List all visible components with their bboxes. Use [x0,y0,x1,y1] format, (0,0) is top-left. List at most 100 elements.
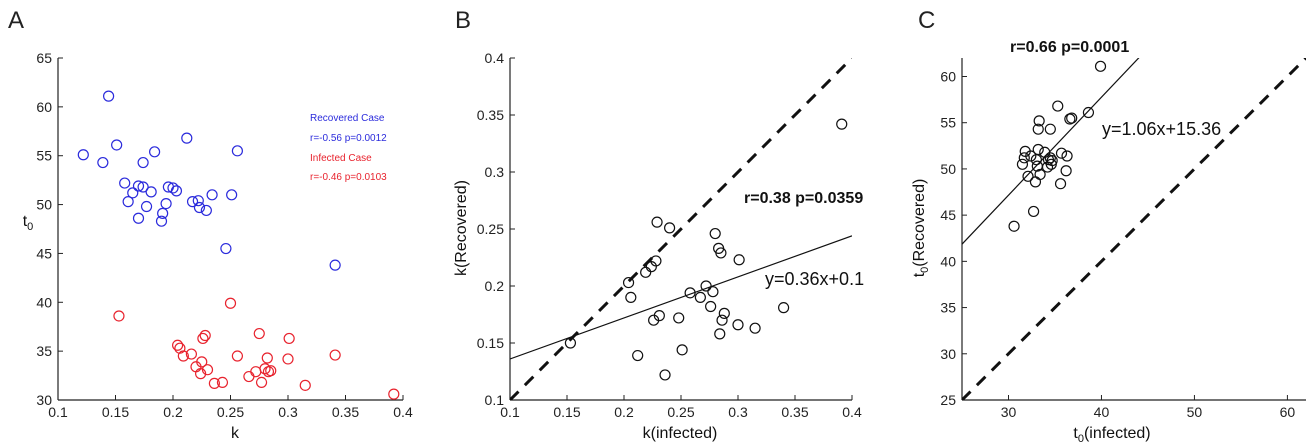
panel-a-point-recovered-case [97,156,109,169]
panel-a-point-infected-case [253,327,265,340]
panel-c-equation: y=1.06x+15.36 [1102,119,1221,139]
panel-c-point-points [1052,100,1064,112]
panel-c-x-tick-label: 40 [1094,404,1110,420]
panel-b-y-label: k(Recovered) [453,180,470,276]
panel-b-x-tick-label: 0.35 [781,404,808,420]
panel-c-point-points [1032,123,1044,135]
panel-a-point-infected-case [265,365,277,377]
panel-b-identity-line [510,58,852,400]
panel-b-equation: y=0.36x+0.1 [765,269,864,289]
panel-a-point-infected-case [299,379,311,391]
panel-c-y-tick-label: 35 [940,300,956,316]
panel-b: B 0.1 0.15 0.2 0.25 0.3 0.35 0.4 0.1 0.15 0.2 0.25… [453,7,864,442]
panel-a-x-tick-label: 0.3 [278,404,298,420]
panel-b-x-tick-label: 0.4 [842,404,862,420]
panel-c-stat: r=0.66 p=0.0001 [1010,39,1129,56]
panel-a-point-recovered-case [132,212,145,224]
panel-a-point-infected-case [196,356,208,368]
panel-b-x-tick-label: 0.1 [500,404,520,420]
panel-c-x-tick-label: 30 [1001,404,1017,420]
panel-b-x-label: k(infected) [643,425,718,442]
panel-c-y-tick-label: 50 [940,161,956,177]
panel-a-point-recovered-case [193,201,206,214]
panel-a-y-label-main: t [23,213,28,230]
panel-a-y-tick-label: 45 [36,245,52,261]
panel-c-point-points [1025,150,1037,162]
panel-c-y-tick-label: 45 [940,207,956,223]
panel-b-y-tick-label: 0.35 [477,107,504,123]
panel-b-y-tick-label: 0.1 [485,392,505,408]
panel-a-y-tick-label: 30 [36,392,52,408]
panel-b-point-points [707,286,719,298]
panel-c-y-label-sub: 0 [919,267,931,273]
panel-a-point-recovered-case [200,204,212,217]
panel-letter-a: A [8,7,24,34]
panel-c-point-points [1061,150,1073,162]
panel-b-y-tick-label: 0.25 [477,221,504,237]
panel-b-point-points [714,328,726,340]
panel-a-point-recovered-case [231,145,243,157]
panel-a-y-tick-label: 40 [36,294,52,310]
panel-a-y-tick-label: 35 [36,343,52,359]
panel-b-stat: r=0.38 p=0.0359 [744,190,863,207]
panel-b-x-tick-label: 0.3 [728,404,748,420]
panel-a-point-infected-case [255,376,268,389]
panel-b-point-points [650,255,662,267]
legend-recovered-name: Recovered Case [310,113,385,124]
panel-b-x-tick-label: 0.25 [667,404,694,420]
panel-a-point-recovered-case [186,196,199,208]
panel-c-axes: 30 40 50 60 25 30 35 40 45 50 55 60 [940,58,1306,420]
panel-a-point-infected-case [261,352,273,364]
panel-c-point-points [1094,60,1107,72]
panel-b-point-points [625,291,637,303]
legend-infected-stat: r=-0.46 p=0.0103 [310,172,387,183]
panel-b-point-points [663,222,676,234]
panel-c-point-points [1060,165,1072,177]
panel-a-point-recovered-case [122,196,134,208]
panel-a-legend: Recovered Case r=-0.56 p=0.0012 Infected… [310,113,387,183]
panel-c-point-points [1033,115,1045,127]
panel-a-point-infected-case [216,376,229,389]
panel-c-point-points [1032,143,1044,156]
panel-a-x-label: k [231,425,240,442]
panel-b-point-points [651,216,663,228]
panel-a-point-recovered-case [137,181,149,193]
panel-a-point-recovered-case [226,189,238,201]
panel-b-point-points [716,314,728,326]
panel-a-y-label-sub: 0 [27,221,33,233]
panel-b-point-points [777,302,790,314]
panel-a-point-recovered-case [220,242,232,255]
panel-a-y-label: t0 [23,213,34,233]
panel-b-point-points [684,287,696,299]
panel-a-point-infected-case [224,297,237,309]
panel-c-identity-line [962,58,1306,400]
panel-a-point-recovered-case [157,207,169,219]
panel-a-point-recovered-case [137,156,149,169]
panel-a-point-recovered-case [149,146,161,158]
panel-a-point-recovered-case [140,200,153,213]
panel-a-point-recovered-case [111,139,123,151]
panel-a-point-infected-case [172,339,184,351]
panel-b-point-points [653,310,665,322]
panel-a-point-recovered-case [192,195,204,207]
panel-a-y-tick-label: 60 [36,99,52,115]
panel-a-axes: 0.1 0.15 0.2 0.25 0.3 0.35 0.4 30 35 40 45 50 55 60 65 [36,50,413,420]
panel-b-point-points [673,312,685,324]
panel-b-point-points [705,300,717,313]
panel-c-point-points [1044,123,1056,135]
panel-a-point-infected-case [283,332,295,345]
panel-b-point-points [676,344,688,356]
panel-c-x-label-rest: (infected) [1084,425,1151,442]
panel-b-fit-line [510,235,852,360]
panel-a-point-recovered-case [329,259,341,271]
panel-a-point-recovered-case [119,177,131,189]
panel-a-point-recovered-case [145,186,157,198]
panel-a-y-tick-label: 65 [36,50,52,66]
panel-a-point-infected-case [199,329,211,342]
panel-c-y-tick-label: 40 [940,253,956,269]
panel-c-point-points [1016,158,1029,170]
panel-c-x-label-sub: 0 [1078,433,1084,445]
panel-b-y-tick-label: 0.15 [477,335,504,351]
panel-c-point-points [1027,205,1040,218]
